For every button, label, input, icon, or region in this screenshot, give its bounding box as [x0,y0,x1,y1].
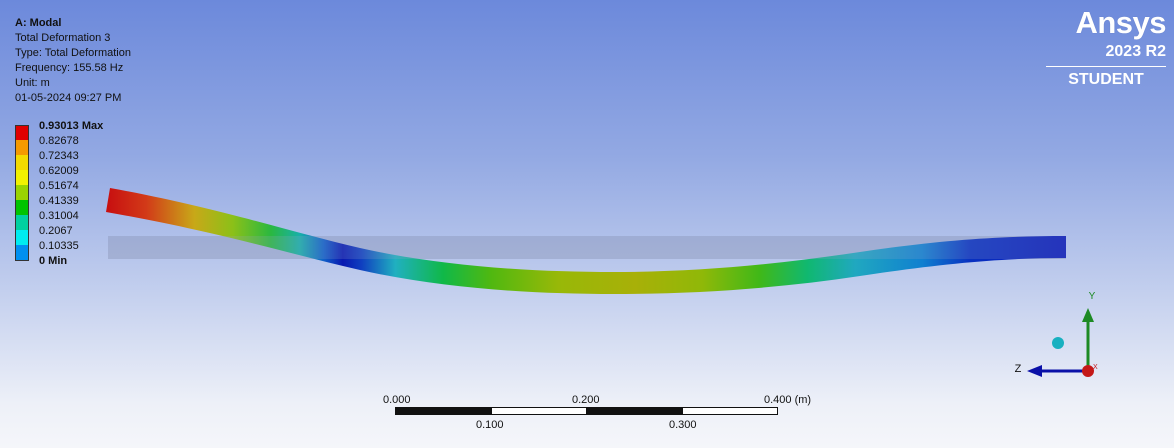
scale-bar-segment [587,408,683,414]
scale-bar-segment [491,408,587,414]
legend-swatch [15,215,29,230]
legend-swatch [15,200,29,215]
legend-label[interactable]: 0.10335 [39,240,79,252]
triad-origin-x-axis [1082,365,1094,377]
legend-swatch [15,140,29,155]
triad-x-label: X [1093,364,1098,371]
result-unit: Unit: m [15,77,50,89]
result-name: Total Deformation 3 [15,32,111,44]
analysis-title: A: Modal [15,17,62,29]
deformed-beam[interactable] [106,188,1066,294]
result-timestamp: 01-05-2024 09:27 PM [15,92,122,104]
legend-label[interactable]: 0.41339 [39,195,79,207]
legend-label[interactable]: 0.31004 [39,210,79,222]
logo-version: 2023 R2 [1105,43,1167,60]
legend-label[interactable]: 0.51674 [39,180,79,192]
logo-divider [1046,66,1166,67]
legend-label-min[interactable]: 0 Min [39,255,68,267]
legend-swatch [15,185,29,200]
scale-label-200: 0.200 [572,394,600,406]
legend-label-max[interactable]: 0.93013 Max [39,120,104,132]
legend-label[interactable]: 0.82678 [39,135,79,147]
logo-brand: Ansys [1075,5,1166,40]
logo-edition: STUDENT [1068,71,1144,88]
legend-swatch [15,245,29,260]
triad-z-arrowhead [1027,365,1042,377]
scale-label-100: 0.100 [476,419,504,431]
scale-bar-segment [396,408,492,414]
triad-y-label: Y [1089,291,1096,302]
mode-frequency: Frequency: 155.58 Hz [15,62,124,74]
legend-swatch [15,170,29,185]
legend-swatch [15,260,29,261]
scale-bar [395,407,778,415]
isometric-view-ball[interactable] [1052,337,1064,349]
result-info-block: A: Modal Total Deformation 3 Type: Total… [15,16,131,106]
scale-label-0: 0.000 [383,394,411,406]
scale-label-300: 0.300 [669,419,697,431]
legend-label[interactable]: 0.72343 [39,150,79,162]
triad-y-arrowhead [1082,308,1094,322]
legend-label[interactable]: 0.2067 [39,225,73,237]
result-type: Type: Total Deformation [15,47,131,59]
coordinate-triad[interactable]: Y Z X [1015,291,1098,377]
legend-swatch [15,125,29,140]
legend-swatch [15,230,29,245]
legend-swatch [15,155,29,170]
legend-label[interactable]: 0.62009 [39,165,79,177]
scale-label-400: 0.400 (m) [764,394,812,406]
triad-z-label: Z [1015,363,1022,375]
scale-bar-segment [682,408,777,414]
undeformed-beam-overlay [108,236,1066,259]
ansys-logo: Ansys 2023 R2 STUDENT [1046,5,1167,89]
